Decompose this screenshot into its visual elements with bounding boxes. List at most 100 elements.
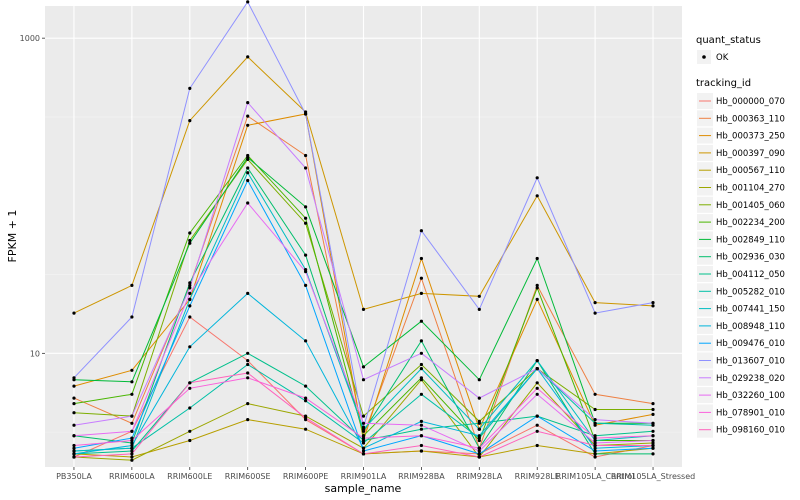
data-point	[419, 229, 423, 233]
legend-series-label: Hb_008948_110	[716, 322, 785, 332]
data-point	[593, 455, 597, 459]
data-point	[188, 283, 192, 287]
data-point	[419, 319, 423, 323]
data-point	[535, 392, 539, 396]
data-point	[130, 283, 134, 287]
data-point	[188, 406, 192, 410]
data-point	[419, 376, 423, 380]
data-point	[130, 392, 134, 396]
data-point	[477, 396, 481, 400]
legend-series-label: Hb_002936_030	[716, 253, 785, 263]
data-point	[651, 452, 655, 456]
x-tick-label: RRIM928BA	[398, 472, 445, 481]
data-point	[304, 396, 308, 400]
legend-series-label: Hb_000000_070	[716, 97, 785, 107]
data-point	[304, 427, 308, 431]
legend-title-quant-status: quant_status	[696, 35, 761, 46]
data-point	[535, 423, 539, 427]
data-point	[593, 421, 597, 425]
legend-series-label: Hb_004112_050	[716, 270, 785, 280]
data-point	[361, 436, 366, 440]
data-point	[72, 376, 76, 380]
data-point	[419, 362, 423, 367]
legend-series-label: Hb_000567_110	[716, 166, 785, 176]
data-point	[419, 276, 423, 280]
data-point	[535, 286, 539, 290]
data-point	[246, 376, 250, 380]
data-point	[651, 434, 655, 438]
data-point	[130, 380, 134, 384]
data-point	[246, 0, 250, 4]
legend-series-label: Hb_000397_090	[716, 149, 785, 159]
data-point	[246, 123, 250, 127]
data-point	[246, 362, 250, 367]
data-point	[130, 443, 134, 448]
data-point	[72, 452, 76, 456]
data-point	[419, 419, 423, 423]
x-tick-label: RRIM600LA	[109, 472, 155, 481]
data-point	[188, 386, 192, 390]
data-point	[593, 446, 597, 450]
x-tick-label: RRIM105LA_Stressed	[611, 472, 695, 481]
data-point	[477, 446, 481, 450]
data-point	[246, 402, 250, 406]
data-point	[419, 434, 423, 438]
data-point	[361, 307, 366, 311]
data-point	[535, 256, 539, 261]
data-point	[535, 176, 539, 180]
x-tick-label: RRIM901LA	[341, 472, 387, 481]
data-point	[130, 368, 134, 372]
data-point	[593, 438, 597, 443]
x-tick-label: RRIM600PE	[283, 472, 329, 481]
data-point	[651, 446, 655, 450]
data-point	[72, 434, 76, 438]
data-point	[72, 396, 76, 400]
data-point	[130, 458, 134, 462]
data-point	[535, 429, 539, 433]
data-point	[361, 425, 366, 429]
legend-series-label: Hb_078901_010	[716, 408, 785, 418]
data-point	[419, 351, 423, 355]
x-tick-label: RRIM600LE	[167, 472, 212, 481]
data-point	[188, 241, 192, 245]
data-point	[477, 294, 481, 298]
data-point	[130, 441, 134, 445]
legend-series-label: Hb_013607_010	[716, 357, 785, 367]
data-point	[651, 412, 655, 416]
x-axis: PB350LA RRIM600LA RRIM600LE RRIM600SE RRIM60…	[56, 467, 695, 481]
data-point	[535, 386, 539, 390]
data-point	[188, 381, 192, 385]
legend: quant_status OK tracking_id Hb_000000_07…	[696, 35, 785, 438]
legend-point-label: OK	[716, 53, 729, 63]
legend-point-items: OK	[697, 50, 729, 64]
data-point	[246, 166, 250, 170]
data-point	[651, 438, 655, 443]
legend-series-label: Hb_000363_110	[716, 114, 785, 124]
x-tick-label: RRIM928LE	[515, 472, 560, 481]
data-point	[130, 429, 134, 433]
data-point	[246, 351, 250, 355]
data-point	[593, 392, 597, 396]
data-point	[304, 216, 308, 220]
data-point	[361, 441, 366, 445]
data-point	[188, 345, 192, 349]
data-point	[130, 436, 134, 440]
x-tick-label: RRIM928LA	[456, 472, 502, 481]
data-point	[72, 455, 76, 459]
data-point	[304, 112, 308, 116]
data-point	[246, 55, 250, 59]
data-point	[477, 455, 481, 459]
data-point	[593, 434, 597, 438]
data-point	[477, 436, 481, 440]
data-point	[651, 443, 655, 448]
data-point	[188, 119, 192, 123]
data-point	[651, 301, 655, 305]
data-point	[651, 304, 655, 308]
data-point	[535, 367, 539, 371]
data-point	[477, 434, 481, 438]
data-point	[130, 315, 134, 319]
x-tick-label: PB350LA	[56, 472, 92, 481]
data-point	[130, 452, 134, 456]
data-point	[361, 365, 366, 369]
data-point	[477, 452, 481, 456]
